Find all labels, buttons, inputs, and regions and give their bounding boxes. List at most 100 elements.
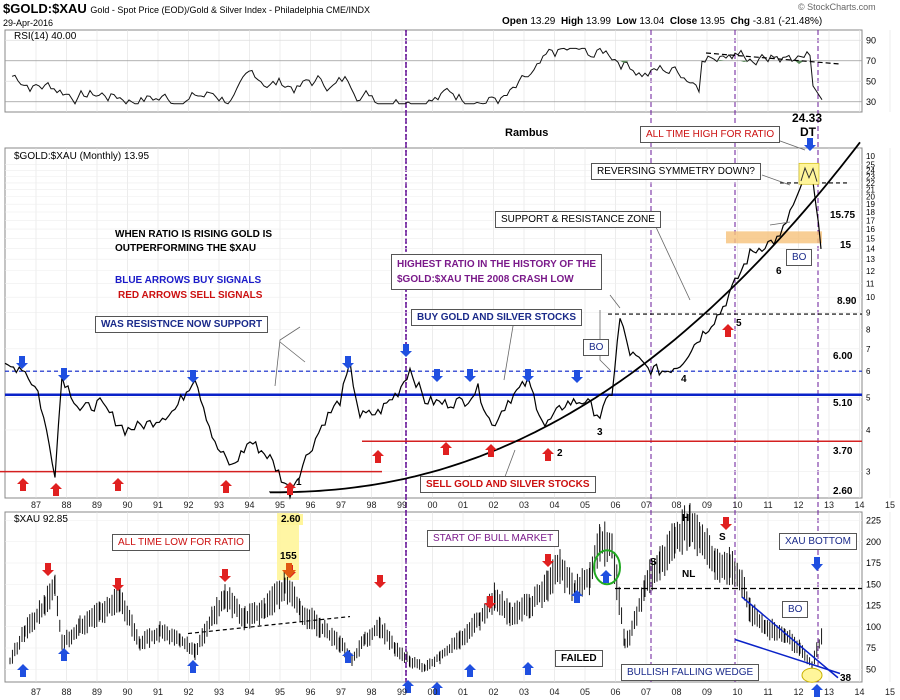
xau-label: $XAU 92.85: [14, 514, 68, 525]
xau-sell-arrow: [720, 517, 732, 530]
support-zone-box: SUPPORT & RESISTANCE ZONE: [495, 211, 661, 228]
x-tick-label: 91: [153, 500, 163, 510]
xau-sell-arrow: [484, 596, 496, 609]
ratio-tick-label: 10: [866, 293, 875, 302]
x-tick-label: 11: [763, 500, 772, 510]
note-ratio-line2: OUTPERFORMING THE $XAU: [115, 243, 257, 254]
x-tick-label: 08: [671, 500, 681, 510]
x-tick-label: 89: [92, 500, 102, 510]
x-tick-label: 01: [458, 687, 468, 697]
double-top-mark: [800, 166, 818, 182]
buy-arrow: [187, 370, 199, 383]
ratio-tick-label: 9: [866, 308, 871, 317]
callout-pointer: [769, 221, 791, 226]
ratio-tick-label: 18: [866, 208, 875, 217]
x-tick-label: 12: [793, 687, 803, 697]
rsi-trendline: [705, 52, 841, 65]
buy-arrow: [400, 344, 412, 357]
xau-155-arrow: [282, 563, 296, 578]
xau-buy-arrow: [17, 664, 29, 677]
ratio-label: $GOLD:$XAU (Monthly) 13.95: [14, 151, 150, 162]
ratio-tick-label: 4: [866, 426, 871, 435]
x-tick-label: 90: [122, 500, 132, 510]
ratio-tick-label: 13: [866, 255, 875, 264]
ratio-tick-label: 16: [866, 225, 875, 234]
x-tick-label: 06: [610, 500, 620, 510]
failed-box: FAILED: [555, 650, 603, 667]
buy-arrow: [804, 138, 816, 151]
x-tick-label: 91: [153, 687, 163, 697]
x-tick-label: 14: [854, 500, 864, 510]
sell-arrow: [112, 478, 124, 491]
xau-sell-arrow: [42, 563, 54, 576]
ratio-tick-label: 19: [866, 200, 875, 209]
peak-value: 24.33: [792, 111, 823, 125]
x-tick-label: 95: [275, 687, 285, 697]
ratio-tick-label: 12: [866, 267, 875, 276]
hs-right-shoulder: S: [719, 532, 726, 543]
xau-sell-arrow: [219, 569, 231, 582]
x-tick-label: 88: [61, 687, 71, 697]
ratio-tick-label: 6: [866, 367, 871, 376]
callout-pointer: [761, 174, 791, 186]
x-tick-label: 02: [488, 500, 498, 510]
x-tick-label: 93: [214, 687, 224, 697]
x-tick-label: 00: [427, 500, 437, 510]
bo-bottom-box: BO: [782, 601, 809, 618]
x-tick-label: 92: [183, 500, 193, 510]
xau-buy-arrow: [464, 664, 476, 677]
sell-arrow: [440, 442, 452, 455]
value-15-75: 15.75: [830, 210, 856, 221]
callout-pointer: [503, 319, 515, 381]
point-4: 4: [681, 374, 687, 385]
x-tick-label: 97: [336, 500, 346, 510]
was-resistance-box: WAS RESISTNCE NOW SUPPORT: [95, 316, 269, 333]
rsi-tick-label: 90: [866, 35, 876, 45]
sell-arrow: [50, 483, 62, 496]
xau-tick-label: 175: [866, 558, 881, 568]
xau-tick-label: 225: [866, 516, 881, 526]
ratio-tick-label: 22: [866, 179, 875, 188]
xau-buy-arrow: [600, 570, 612, 583]
signal-arrows: [16, 132, 823, 697]
x-tick-label: 10: [732, 500, 742, 510]
note-ratio-line1: WHEN RATIO IS RISING GOLD IS: [115, 229, 273, 240]
xau-sell-arrow: [374, 575, 386, 588]
all-time-high-box: ALL TIME HIGH FOR RATIO: [640, 126, 781, 143]
hs-neckline: NL: [682, 569, 696, 580]
rsi-overbought-fill: [716, 60, 725, 61]
ratio-tick-label: 5: [866, 394, 871, 403]
sell-arrow: [485, 444, 497, 457]
xau-sell-arrow: [112, 578, 124, 591]
highest-ratio-box: HIGHEST RATIO IN THE HISTORY OF THE $GOL…: [391, 254, 603, 290]
x-tick-label: 87: [31, 687, 41, 697]
sell-arrow: [220, 480, 232, 493]
axis-labels: 87 87 88 88 89 89 90 90 91 91 92 92 93 93 94 94 95 95 96 96…: [31, 500, 895, 697]
buy-arrow: [16, 356, 28, 369]
title-description: Gold - Spot Price (EOD)/Gold & Silver In…: [90, 5, 371, 15]
watermark: © StockCharts.com: [798, 2, 876, 12]
all-time-low-box: ALL TIME LOW FOR RATIO: [112, 534, 250, 551]
x-tick-label: 02: [488, 687, 498, 697]
ratio-price-line: [4, 168, 822, 500]
buy-arrow: [571, 370, 583, 383]
x-tick-label: 98: [366, 500, 376, 510]
xau-tick-label: 125: [866, 601, 881, 611]
title-symbol: $GOLD:$XAU: [3, 1, 87, 16]
x-tick-label: 15: [885, 500, 895, 510]
buy-arrow: [464, 369, 476, 382]
wedge-upper: [741, 596, 839, 679]
failed-circle: [593, 549, 621, 586]
xau-buy-arrow: [342, 650, 354, 663]
bullish-wedge-box: BULLISH FALLING WEDGE: [621, 664, 760, 681]
xau-tick-label: 200: [866, 537, 881, 547]
xau-buy-arrow: [58, 648, 70, 661]
x-tick-label: 05: [580, 500, 590, 510]
xau-bottom-box: XAU BOTTOM: [779, 533, 857, 550]
rsi-overbought-fill: [795, 60, 804, 64]
ratio-tick-label: 8: [866, 325, 871, 334]
bo-top-box: BO: [786, 249, 813, 266]
x-tick-label: 88: [61, 500, 71, 510]
rsi-line: [11, 47, 823, 105]
peak-highlight: [798, 162, 820, 185]
